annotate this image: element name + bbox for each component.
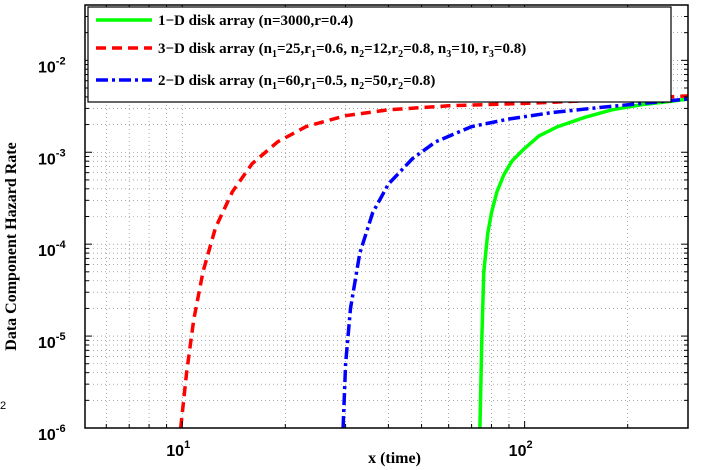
legend-entry-3: 2−D disk array (n1=60,r1=0.5, n2=50,r2=0… — [158, 73, 435, 92]
legend: 1−D disk array (n=3000,r=0.4) 3−D disk ar… — [87, 6, 672, 103]
legend-box — [87, 6, 672, 103]
series-lines — [178, 94, 689, 429]
y-axis-label: Data Component Hazard Rate — [3, 142, 20, 350]
legend-entry-2: 3−D disk array (n1=25,r1=0.6, n2=12,r2=0… — [158, 41, 526, 60]
y-tick-label: 10-2 — [38, 55, 66, 76]
stray-tick-label: 2 — [0, 400, 6, 412]
y-tick-label: 10-4 — [38, 239, 66, 260]
legend-entry-1: 1−D disk array (n=3000,r=0.4) — [158, 13, 353, 29]
x-tick-label: 101 — [166, 439, 190, 460]
x-axis-label: x (time) — [368, 450, 421, 467]
tick-labels: 101 102 10-2 10-3 10-4 10-5 10-6 — [38, 55, 533, 460]
y-tick-label: 10-3 — [38, 147, 66, 168]
y-tick-label: 10-5 — [38, 331, 66, 352]
series-line-3 — [341, 97, 689, 429]
series-line-1 — [478, 97, 689, 429]
y-tick-label: 10-6 — [38, 423, 66, 444]
x-tick-label: 102 — [509, 439, 533, 460]
series-line-2 — [178, 94, 689, 429]
